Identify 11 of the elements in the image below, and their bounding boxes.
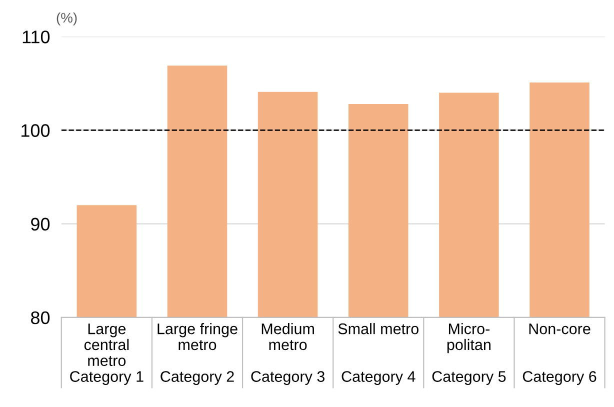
y-tick-label: 100 (22, 124, 50, 137)
x-tick-label: Large central metro Category 1 (70, 324, 144, 385)
category-label: Medium metro Category 3 (251, 323, 325, 385)
x-tick-label: Micro- politan Category 5 (432, 323, 506, 385)
y-tick-label: 110 (22, 30, 50, 44)
category-label: Non-core Category 6 (522, 324, 596, 385)
y-tick-label: 90 (31, 218, 50, 231)
category-label: Small metro Category 4 (338, 323, 418, 385)
y-tick-label: 80 (30, 311, 50, 324)
category-label: Large fringe metro Category 2 (158, 323, 238, 385)
y-axis-title: (%) (56, 12, 77, 26)
